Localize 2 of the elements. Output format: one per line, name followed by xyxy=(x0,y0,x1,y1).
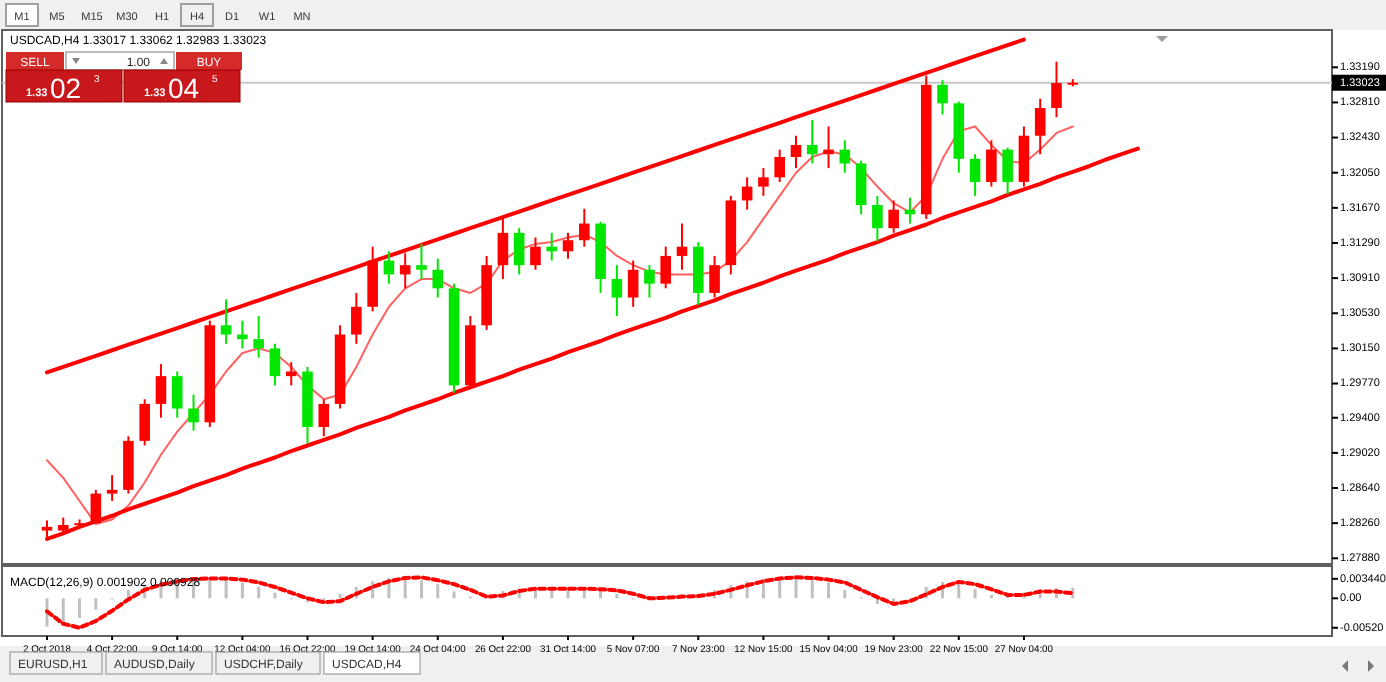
annotation: 02 xyxy=(50,72,82,104)
annotation: 04 xyxy=(168,72,200,104)
